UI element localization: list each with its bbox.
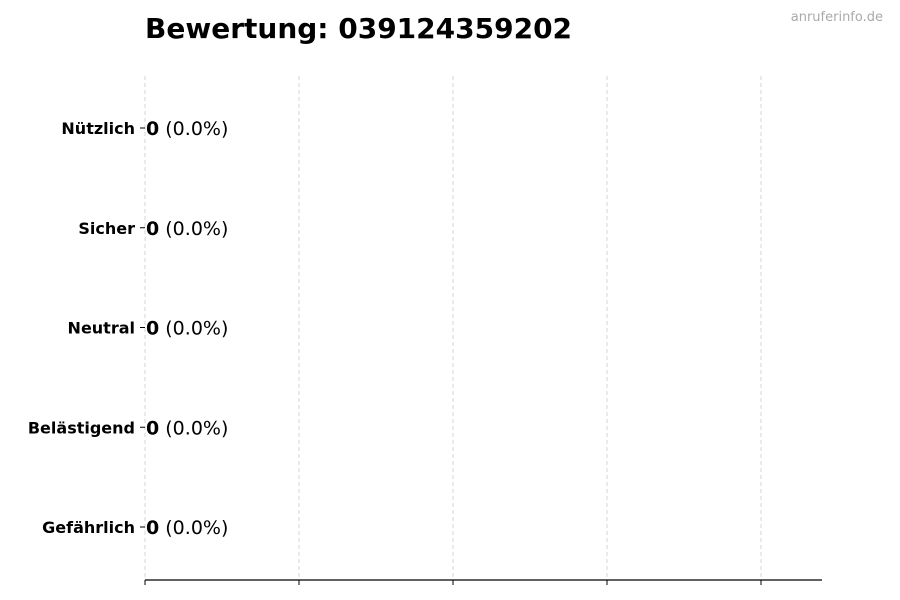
- data-label-percent: (0.0%): [159, 318, 228, 340]
- watermark: anruferinfo.de: [790, 10, 883, 25]
- data-label-percent: (0.0%): [159, 218, 228, 240]
- data-label: 0 (0.0%): [146, 118, 228, 140]
- data-label-percent: (0.0%): [159, 118, 228, 140]
- data-label: 0 (0.0%): [146, 417, 228, 439]
- data-label-percent: (0.0%): [159, 417, 228, 439]
- category-label: Nützlich: [61, 119, 135, 138]
- category-label: Sicher: [78, 219, 135, 238]
- data-label-value: 0: [146, 118, 159, 140]
- data-label-value: 0: [146, 417, 159, 439]
- category-label: Neutral: [68, 319, 135, 338]
- category-label: Belästigend: [28, 418, 135, 437]
- data-label: 0 (0.0%): [146, 318, 228, 340]
- data-label: 0 (0.0%): [146, 517, 228, 539]
- chart-title: Bewertung: 039124359202: [145, 12, 573, 45]
- data-label-value: 0: [146, 318, 159, 340]
- data-label-percent: (0.0%): [159, 517, 228, 539]
- data-label-value: 0: [146, 218, 159, 240]
- data-label-value: 0: [146, 517, 159, 539]
- data-label: 0 (0.0%): [146, 218, 228, 240]
- category-label: Gefährlich: [42, 518, 135, 537]
